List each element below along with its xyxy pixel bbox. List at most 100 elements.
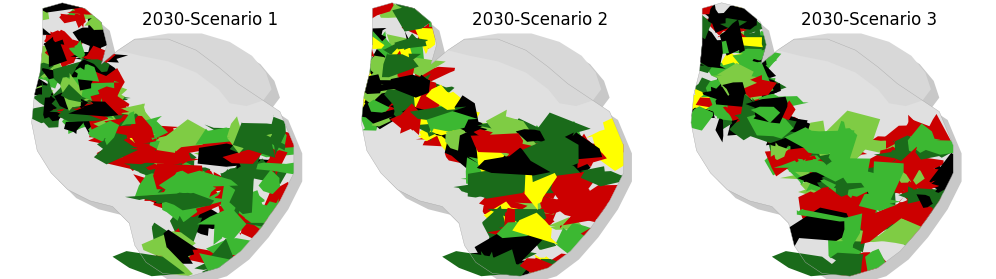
Text: 2030-Scenario 3: 2030-Scenario 3 [802, 11, 937, 29]
Polygon shape [209, 189, 265, 210]
Polygon shape [477, 148, 551, 176]
Polygon shape [779, 117, 801, 149]
Polygon shape [504, 208, 515, 233]
Polygon shape [50, 99, 107, 114]
Polygon shape [83, 96, 119, 131]
Polygon shape [410, 104, 466, 120]
Polygon shape [463, 251, 513, 279]
Polygon shape [798, 179, 839, 199]
Polygon shape [799, 191, 850, 230]
Polygon shape [161, 190, 197, 222]
Polygon shape [276, 235, 294, 258]
Polygon shape [736, 75, 766, 93]
Polygon shape [79, 73, 90, 101]
Polygon shape [414, 103, 450, 117]
Polygon shape [222, 148, 263, 164]
Polygon shape [78, 104, 124, 114]
Polygon shape [401, 114, 457, 126]
Polygon shape [389, 87, 423, 104]
Polygon shape [85, 15, 111, 30]
Polygon shape [119, 113, 138, 126]
Polygon shape [422, 83, 454, 105]
Polygon shape [62, 77, 98, 101]
Polygon shape [721, 48, 755, 84]
Polygon shape [812, 171, 862, 193]
Polygon shape [739, 87, 778, 100]
Polygon shape [363, 92, 388, 101]
Polygon shape [931, 228, 970, 269]
Polygon shape [138, 142, 201, 170]
Polygon shape [791, 118, 808, 157]
Polygon shape [120, 128, 149, 138]
Polygon shape [810, 212, 874, 238]
Polygon shape [739, 16, 768, 36]
Polygon shape [249, 238, 314, 271]
Polygon shape [121, 111, 135, 126]
Polygon shape [721, 73, 760, 89]
Polygon shape [715, 83, 766, 120]
Polygon shape [532, 259, 572, 279]
Polygon shape [61, 84, 84, 102]
Polygon shape [225, 240, 260, 263]
Polygon shape [161, 230, 198, 264]
Polygon shape [59, 14, 84, 23]
Polygon shape [105, 114, 154, 138]
Polygon shape [735, 60, 761, 78]
Polygon shape [729, 47, 781, 75]
Polygon shape [483, 136, 502, 157]
Polygon shape [713, 66, 734, 96]
Polygon shape [145, 134, 195, 171]
Polygon shape [884, 115, 922, 149]
Polygon shape [139, 182, 192, 197]
Polygon shape [144, 184, 207, 207]
Polygon shape [262, 182, 295, 224]
Polygon shape [401, 108, 458, 137]
Polygon shape [14, 76, 54, 95]
Polygon shape [412, 0, 418, 31]
Polygon shape [745, 120, 769, 135]
Polygon shape [384, 90, 415, 115]
Polygon shape [855, 208, 882, 235]
Polygon shape [493, 165, 548, 194]
Polygon shape [815, 203, 840, 214]
Polygon shape [744, 76, 763, 100]
Polygon shape [73, 0, 100, 21]
Polygon shape [155, 158, 174, 182]
Polygon shape [370, 11, 631, 279]
Polygon shape [806, 167, 851, 195]
Polygon shape [353, 74, 382, 94]
Polygon shape [771, 100, 796, 131]
Polygon shape [901, 140, 928, 161]
Polygon shape [197, 207, 246, 245]
Polygon shape [817, 196, 865, 216]
Polygon shape [600, 227, 619, 270]
Polygon shape [884, 197, 936, 240]
Polygon shape [236, 256, 282, 279]
Polygon shape [697, 40, 726, 69]
Polygon shape [92, 108, 116, 126]
Polygon shape [228, 249, 268, 266]
Polygon shape [88, 117, 113, 144]
Polygon shape [82, 93, 96, 113]
Polygon shape [512, 213, 559, 245]
Polygon shape [369, 56, 394, 77]
Polygon shape [837, 170, 895, 184]
Polygon shape [161, 186, 183, 202]
Polygon shape [158, 158, 195, 174]
Polygon shape [426, 85, 455, 110]
Polygon shape [823, 144, 850, 170]
Polygon shape [720, 18, 747, 30]
Polygon shape [800, 195, 859, 230]
Polygon shape [207, 239, 236, 279]
Polygon shape [104, 131, 127, 147]
Polygon shape [184, 213, 227, 229]
Polygon shape [907, 160, 919, 175]
Polygon shape [524, 263, 563, 279]
Polygon shape [823, 110, 880, 168]
Polygon shape [53, 58, 93, 93]
Polygon shape [111, 129, 137, 144]
Polygon shape [696, 2, 714, 14]
Polygon shape [751, 107, 780, 123]
Polygon shape [53, 30, 72, 50]
Polygon shape [97, 133, 158, 171]
